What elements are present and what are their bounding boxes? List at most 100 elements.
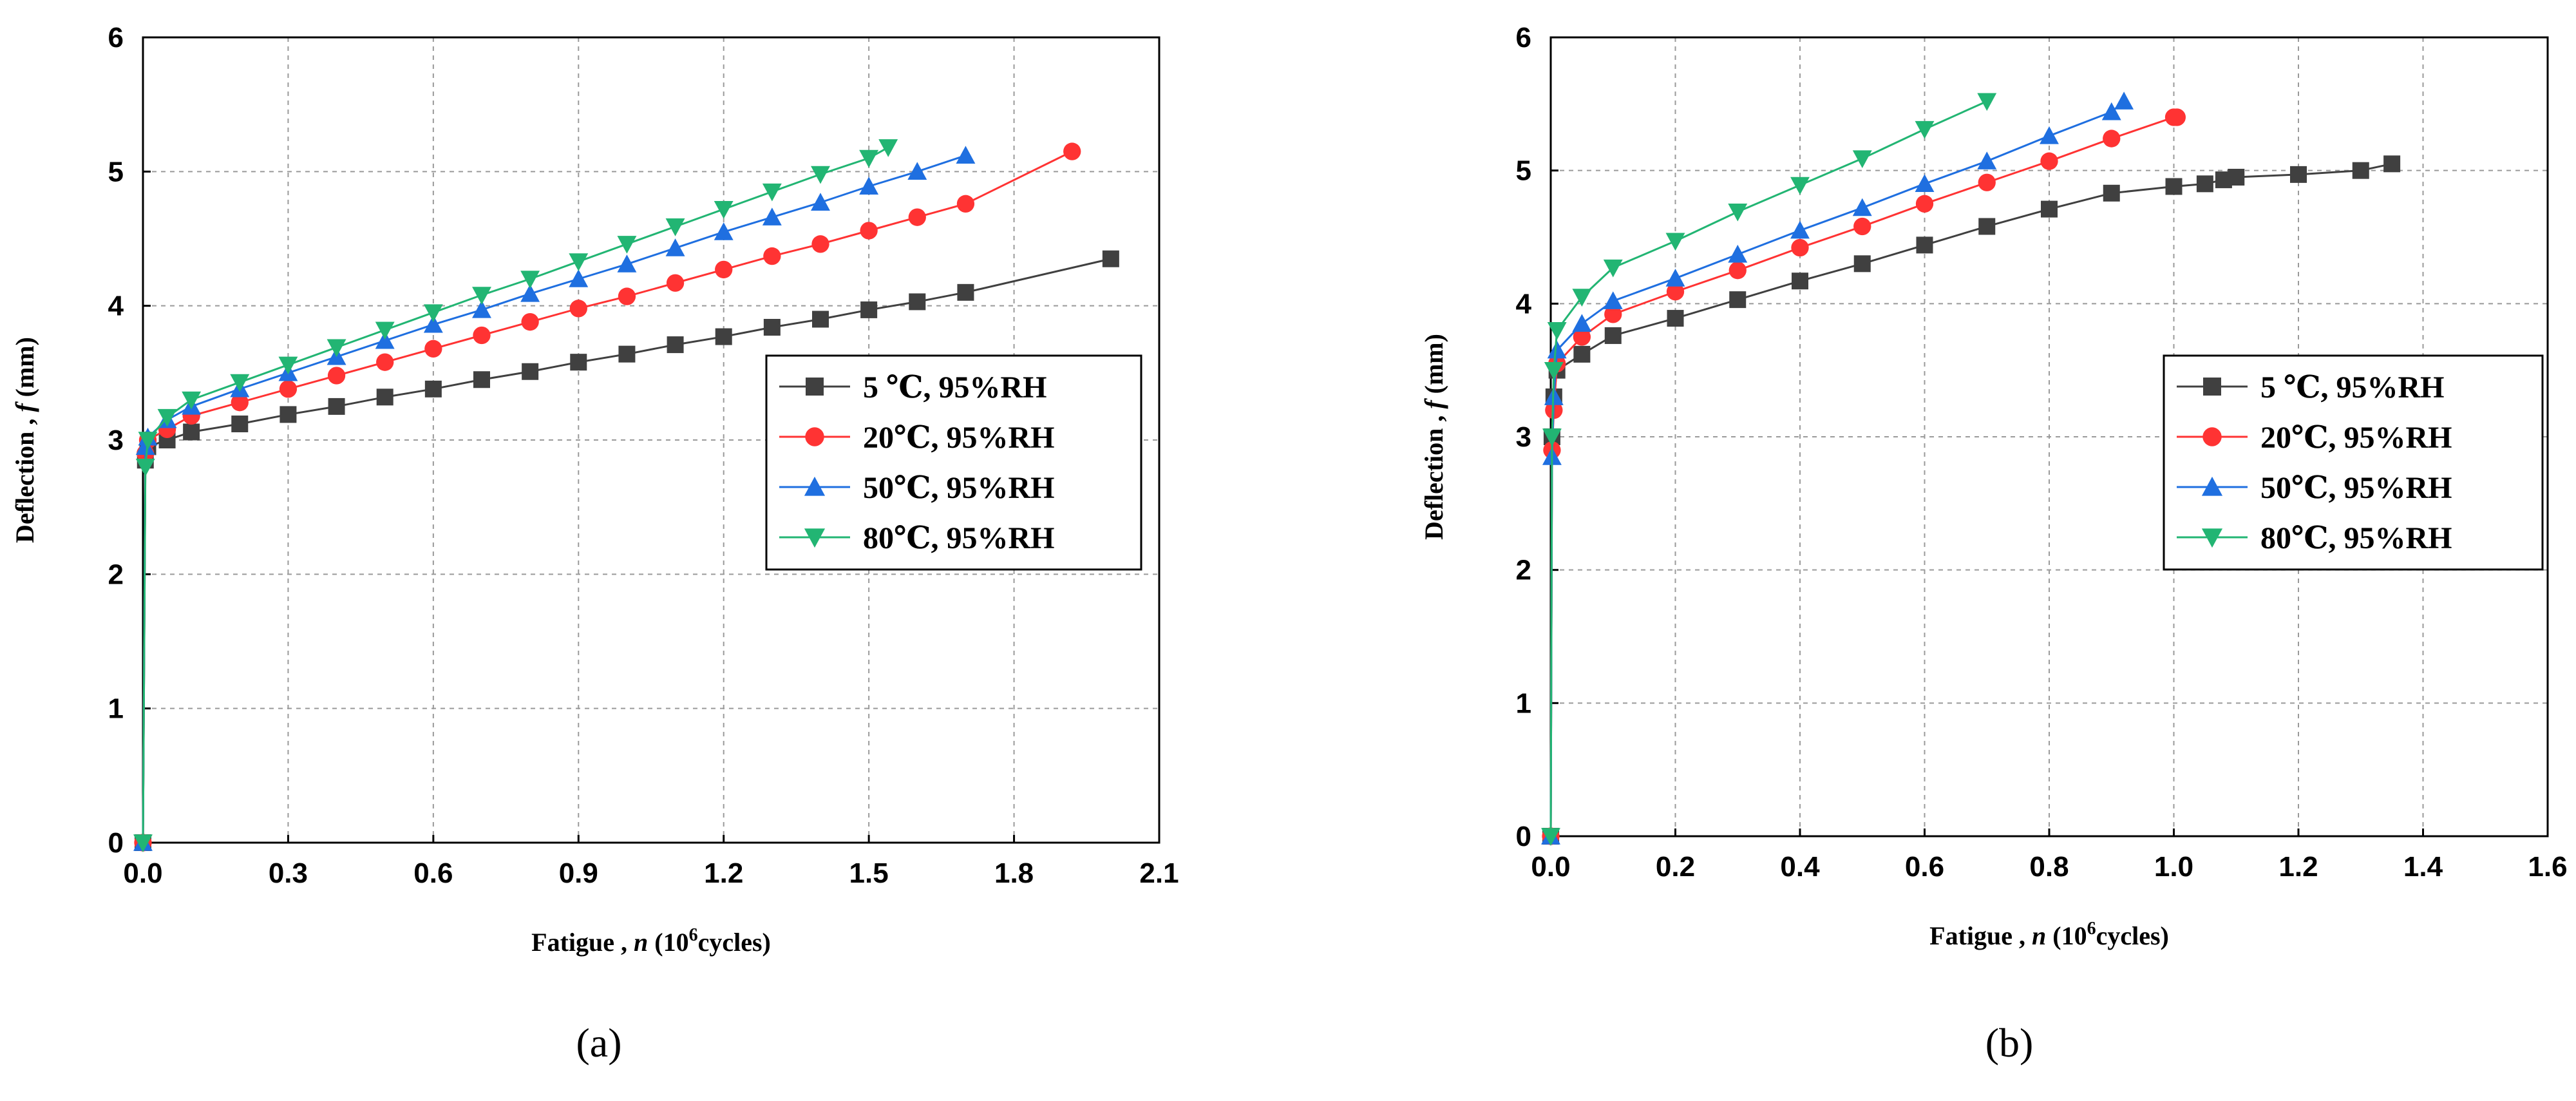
series-line-a-0 xyxy=(142,258,1112,843)
legend-box-b xyxy=(2163,354,2544,571)
data-point-a-1-20 xyxy=(956,195,975,213)
data-point-a-3-12 xyxy=(569,253,589,271)
data-point-a-1-21 xyxy=(1063,142,1081,160)
data-point-a-0-20 xyxy=(957,283,974,301)
legend-a: 5 ℃, 95%RH 20℃, 95%RH 50℃, 95%RH 80℃, 95%RH xyxy=(765,354,1142,571)
x-tick-label-b-0: 0.0 xyxy=(1531,851,1570,883)
x-axis-label-a: Fatigue , n (106cycles) xyxy=(531,925,771,957)
x-tick-label-a-1: 0.3 xyxy=(269,857,308,889)
y-tick-label-b-2: 2 xyxy=(1516,555,1531,586)
data-point-b-1-8 xyxy=(1791,238,1809,257)
data-point-a-2-15 xyxy=(714,222,734,240)
x-tick-label-b-4: 0.8 xyxy=(2029,851,2069,883)
data-point-b-0-17 xyxy=(2228,169,2245,186)
data-point-a-1-13 xyxy=(618,287,636,305)
data-point-a-3-16 xyxy=(762,183,782,202)
data-point-b-2-3 xyxy=(1547,340,1567,359)
data-point-b-3-2 xyxy=(1544,361,1564,380)
legend-label-a-0: 5 ℃, 95%RH xyxy=(863,370,1047,405)
data-point-a-0-6 xyxy=(279,406,297,423)
data-point-b-1-6 xyxy=(1666,283,1685,301)
data-point-a-1-10 xyxy=(473,326,491,345)
data-point-a-2-14 xyxy=(665,238,685,256)
x-tick-label-b-5: 1.0 xyxy=(2154,851,2193,883)
series-b-3 xyxy=(1541,93,1997,846)
data-point-a-3-3 xyxy=(157,408,177,427)
legend-marker-a-1 xyxy=(805,427,824,446)
series-b-2 xyxy=(1541,91,2134,845)
legend-marker-b-2 xyxy=(2201,476,2223,496)
data-point-b-2-13 xyxy=(2101,102,2121,120)
data-point-b-1-9 xyxy=(1853,217,1871,236)
y-tick-label-a-6: 6 xyxy=(108,22,124,53)
data-point-a-1-12 xyxy=(569,300,587,318)
data-point-a-1-14 xyxy=(666,274,685,292)
y-tick-label-a-4: 4 xyxy=(108,291,124,322)
data-point-a-2-11 xyxy=(520,283,540,302)
data-point-b-3-10 xyxy=(1915,120,1935,139)
data-point-a-1-5 xyxy=(231,394,249,412)
y-tick-label-a-2: 2 xyxy=(108,559,124,590)
chart-b: 0.0 0.2 0.4 0.6 0.8 1.0 1.2 1.4 1.6 0 1 2 3 4 5 6 Fatigu… xyxy=(1419,22,2568,950)
panel-label-a: (a) xyxy=(576,1020,621,1066)
x-tick-label-b-2: 0.4 xyxy=(1780,851,1820,883)
data-point-b-3-0 xyxy=(1541,828,1560,846)
data-point-b-3-1 xyxy=(1542,428,1562,446)
legend-label-a-2: 50℃, 95%RH xyxy=(863,471,1055,505)
x-tick-label-b-8: 1.6 xyxy=(2528,851,2567,883)
legend-label-a-1: 20℃, 95%RH xyxy=(863,421,1055,455)
y-tick-label-a-3: 3 xyxy=(108,425,124,456)
x-tick-label-a-7: 2.1 xyxy=(1139,857,1179,889)
legend-label-b-2: 50℃, 95%RH xyxy=(2260,471,2452,505)
x-tick-label-b-3: 0.6 xyxy=(1905,851,1944,883)
data-point-b-1-12 xyxy=(2040,152,2058,170)
y-tick-label-a-5: 5 xyxy=(108,156,124,187)
data-point-b-0-11 xyxy=(1978,218,1996,235)
y-tick-label-b-0: 0 xyxy=(1516,821,1531,852)
data-point-b-0-19 xyxy=(2352,162,2369,179)
data-point-a-0-13 xyxy=(618,345,636,363)
data-point-b-1-5 xyxy=(1604,305,1622,323)
data-point-a-3-14 xyxy=(665,218,685,236)
data-point-b-1-15 xyxy=(2168,108,2186,126)
x-tick-label-a-6: 1.8 xyxy=(994,857,1034,889)
data-point-a-3-11 xyxy=(520,271,540,289)
legend-marker-a-3 xyxy=(804,528,826,548)
panel-label-b: (b) xyxy=(1985,1020,2034,1066)
data-point-b-3-8 xyxy=(1790,177,1810,195)
data-point-a-0-7 xyxy=(328,397,345,415)
data-point-a-2-9 xyxy=(423,314,443,333)
data-point-a-0-9 xyxy=(424,380,442,397)
y-axis-label-a: Deflection , f (mm) xyxy=(10,337,39,543)
x-tick-label-b-6: 1.2 xyxy=(2278,851,2318,883)
data-point-a-3-13 xyxy=(617,236,637,254)
data-point-b-2-4 xyxy=(1572,314,1592,332)
data-point-a-2-16 xyxy=(762,207,782,225)
data-point-a-1-8 xyxy=(376,353,394,371)
data-point-b-3-4 xyxy=(1572,289,1592,307)
legend-label-b-1: 20℃, 95%RH xyxy=(2260,421,2452,455)
series-line-b-3 xyxy=(1549,100,1987,837)
data-point-b-2-10 xyxy=(1915,174,1935,193)
data-point-a-0-18 xyxy=(860,301,878,318)
data-point-b-0-9 xyxy=(1853,255,1871,273)
legend-marker-a-0 xyxy=(806,378,824,396)
data-point-a-1-6 xyxy=(279,380,298,398)
legend-marker-b-1 xyxy=(2202,427,2222,446)
legend-label-b-0: 5 ℃, 95%RH xyxy=(2260,370,2445,405)
series-a-3 xyxy=(133,139,898,852)
y-axis-label-b: Deflection , f (mm) xyxy=(1419,334,1448,540)
x-tick-label-a-2: 0.6 xyxy=(413,857,453,889)
data-point-a-1-9 xyxy=(424,340,442,358)
data-point-a-3-10 xyxy=(472,287,491,305)
data-point-b-0-8 xyxy=(1792,273,1808,290)
data-point-a-3-8 xyxy=(375,321,395,340)
data-point-b-1-4 xyxy=(1573,328,1591,346)
data-point-b-0-5 xyxy=(1604,327,1622,344)
y-tick-label-b-3: 3 xyxy=(1516,421,1531,453)
series-a-1 xyxy=(134,142,1081,852)
data-point-b-2-11 xyxy=(1977,151,1997,169)
data-point-a-2-20 xyxy=(956,146,976,164)
data-point-a-0-17 xyxy=(812,311,829,328)
